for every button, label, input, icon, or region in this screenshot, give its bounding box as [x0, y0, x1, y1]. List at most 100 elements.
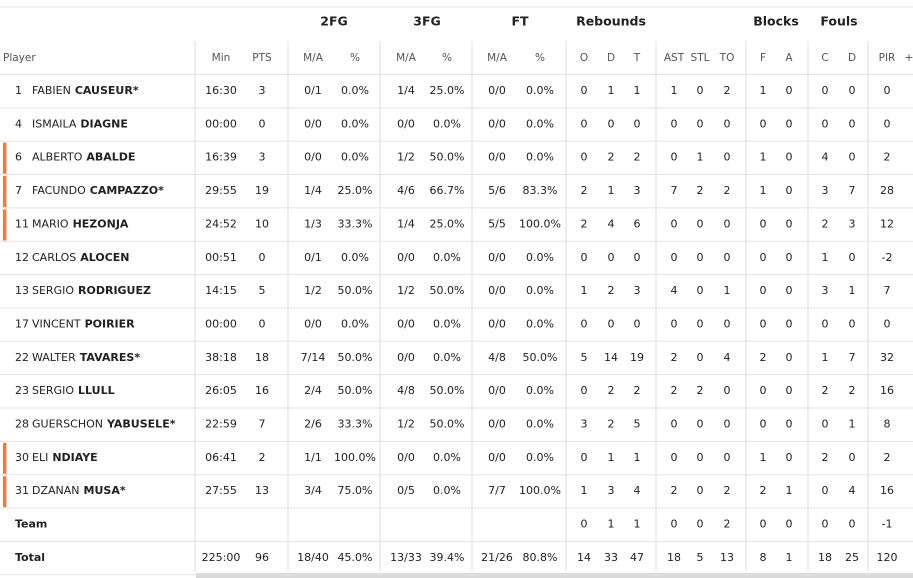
stat-cell: 7	[884, 284, 891, 297]
first-name: FACUNDO	[32, 184, 86, 197]
stat-cell: 1	[608, 84, 615, 97]
stat-cell: 0.0%	[341, 84, 369, 97]
stat-cell: 0	[786, 518, 793, 531]
stat-cell: 0.0%	[341, 151, 369, 164]
stat-cell: 18	[818, 551, 832, 564]
column-header: PIR	[879, 52, 896, 64]
stat-cell: 0	[822, 84, 829, 97]
stat-cell: 1/2	[397, 418, 415, 431]
stat-cell: 7	[259, 418, 266, 431]
group-header: Fouls	[820, 14, 857, 29]
stat-cell: 0	[786, 284, 793, 297]
stat-cell: 1	[786, 551, 793, 564]
stat-cell: 2	[671, 484, 678, 497]
stat-cell: 13	[720, 551, 734, 564]
stat-cell: 0	[849, 317, 856, 330]
stat-cell: 1	[608, 518, 615, 531]
stat-cell: 0.0%	[433, 484, 461, 497]
stat-cell: 0.0%	[526, 418, 554, 431]
stat-cell: 0	[786, 217, 793, 230]
first-name: WALTER	[32, 351, 76, 364]
stat-cell: 16	[255, 384, 269, 397]
stat-cell: 5	[581, 351, 588, 364]
column-header: F	[760, 52, 766, 64]
stat-cell: 2	[822, 451, 829, 464]
stat-cell: 3	[634, 284, 641, 297]
stat-cell: 1	[822, 351, 829, 364]
stat-cell: 1/4	[304, 184, 322, 197]
stat-cell: 0/0	[397, 251, 415, 264]
stat-cell: 2	[760, 351, 767, 364]
stat-cell: 2	[671, 384, 678, 397]
column-header: M/A	[487, 52, 508, 64]
stat-cell: 0	[786, 184, 793, 197]
last-name: TAVARES*	[80, 351, 141, 364]
stat-cell: 1	[581, 484, 588, 497]
stat-cell: 0	[634, 117, 641, 130]
first-name: DZANAN	[32, 484, 80, 497]
stat-cell: 16	[880, 384, 894, 397]
stat-cell: 2	[822, 384, 829, 397]
stat-cell: 47	[630, 551, 644, 564]
stat-cell: 0/0	[488, 451, 506, 464]
stat-cell: 0.0%	[433, 351, 461, 364]
player-name: ALBERTO ABALDE	[32, 151, 135, 164]
stat-cell: 25	[845, 551, 859, 564]
stat-cell: 45.0%	[338, 551, 373, 564]
stat-cell: 0	[724, 151, 731, 164]
group-header: Blocks	[753, 14, 799, 29]
player-number: 13	[15, 284, 29, 297]
stat-cell: 0	[671, 117, 678, 130]
stat-cell: 0	[760, 217, 767, 230]
stat-cell: 0.0%	[341, 317, 369, 330]
stat-cell: 0	[671, 251, 678, 264]
stat-cell: 00:00	[205, 317, 237, 330]
stat-cell: 14	[577, 551, 591, 564]
stat-cell: 0	[634, 251, 641, 264]
row-label: Team	[15, 518, 47, 531]
stat-cell: 14	[604, 351, 618, 364]
group-header: FT	[511, 14, 529, 29]
stat-cell: 18	[255, 351, 269, 364]
stat-cell: 0	[724, 117, 731, 130]
stat-cell: 14:15	[205, 284, 237, 297]
stat-cell: 4	[822, 151, 829, 164]
last-name: NDIAYE	[52, 451, 97, 464]
first-name: GUERSCHON	[32, 418, 103, 431]
stat-cell: 4	[671, 284, 678, 297]
stat-cell: 0.0%	[526, 317, 554, 330]
group-header: Rebounds	[576, 14, 646, 29]
stat-cell: 0	[608, 317, 615, 330]
stat-cell: 0/1	[304, 251, 322, 264]
stat-cell: 1/4	[397, 84, 415, 97]
stat-cell: 7	[671, 184, 678, 197]
stat-cell: 0	[760, 117, 767, 130]
stat-cell: 2	[608, 418, 615, 431]
column-header: Player	[3, 52, 36, 64]
stat-cell: 29:55	[205, 184, 237, 197]
stat-cell: 25.0%	[338, 184, 373, 197]
stat-cell: 100.0%	[519, 217, 561, 230]
stat-cell: 33.3%	[338, 418, 373, 431]
column-header: PTS	[252, 52, 272, 64]
stat-cell: 0	[581, 451, 588, 464]
stat-cell: 6	[634, 217, 641, 230]
stat-cell: 2	[884, 451, 891, 464]
stat-cell: 0.0%	[433, 317, 461, 330]
stat-cell: 22:59	[205, 418, 237, 431]
column-header: D	[848, 52, 856, 64]
stat-cell: 120	[877, 551, 898, 564]
stat-cell: 0	[884, 117, 891, 130]
stat-cell: 50.0%	[430, 151, 465, 164]
stat-cell: 0.0%	[341, 117, 369, 130]
stat-cell: 0	[849, 151, 856, 164]
stat-cell: 0	[822, 418, 829, 431]
player-number: 30	[15, 451, 29, 464]
stat-cell: 0	[581, 251, 588, 264]
column-header: %	[535, 52, 545, 64]
stat-cell: 13/33	[390, 551, 422, 564]
stat-cell: 2	[581, 184, 588, 197]
stat-cell: 0.0%	[526, 451, 554, 464]
stat-cell: 0/0	[488, 84, 506, 97]
first-name: CARLOS	[32, 251, 76, 264]
